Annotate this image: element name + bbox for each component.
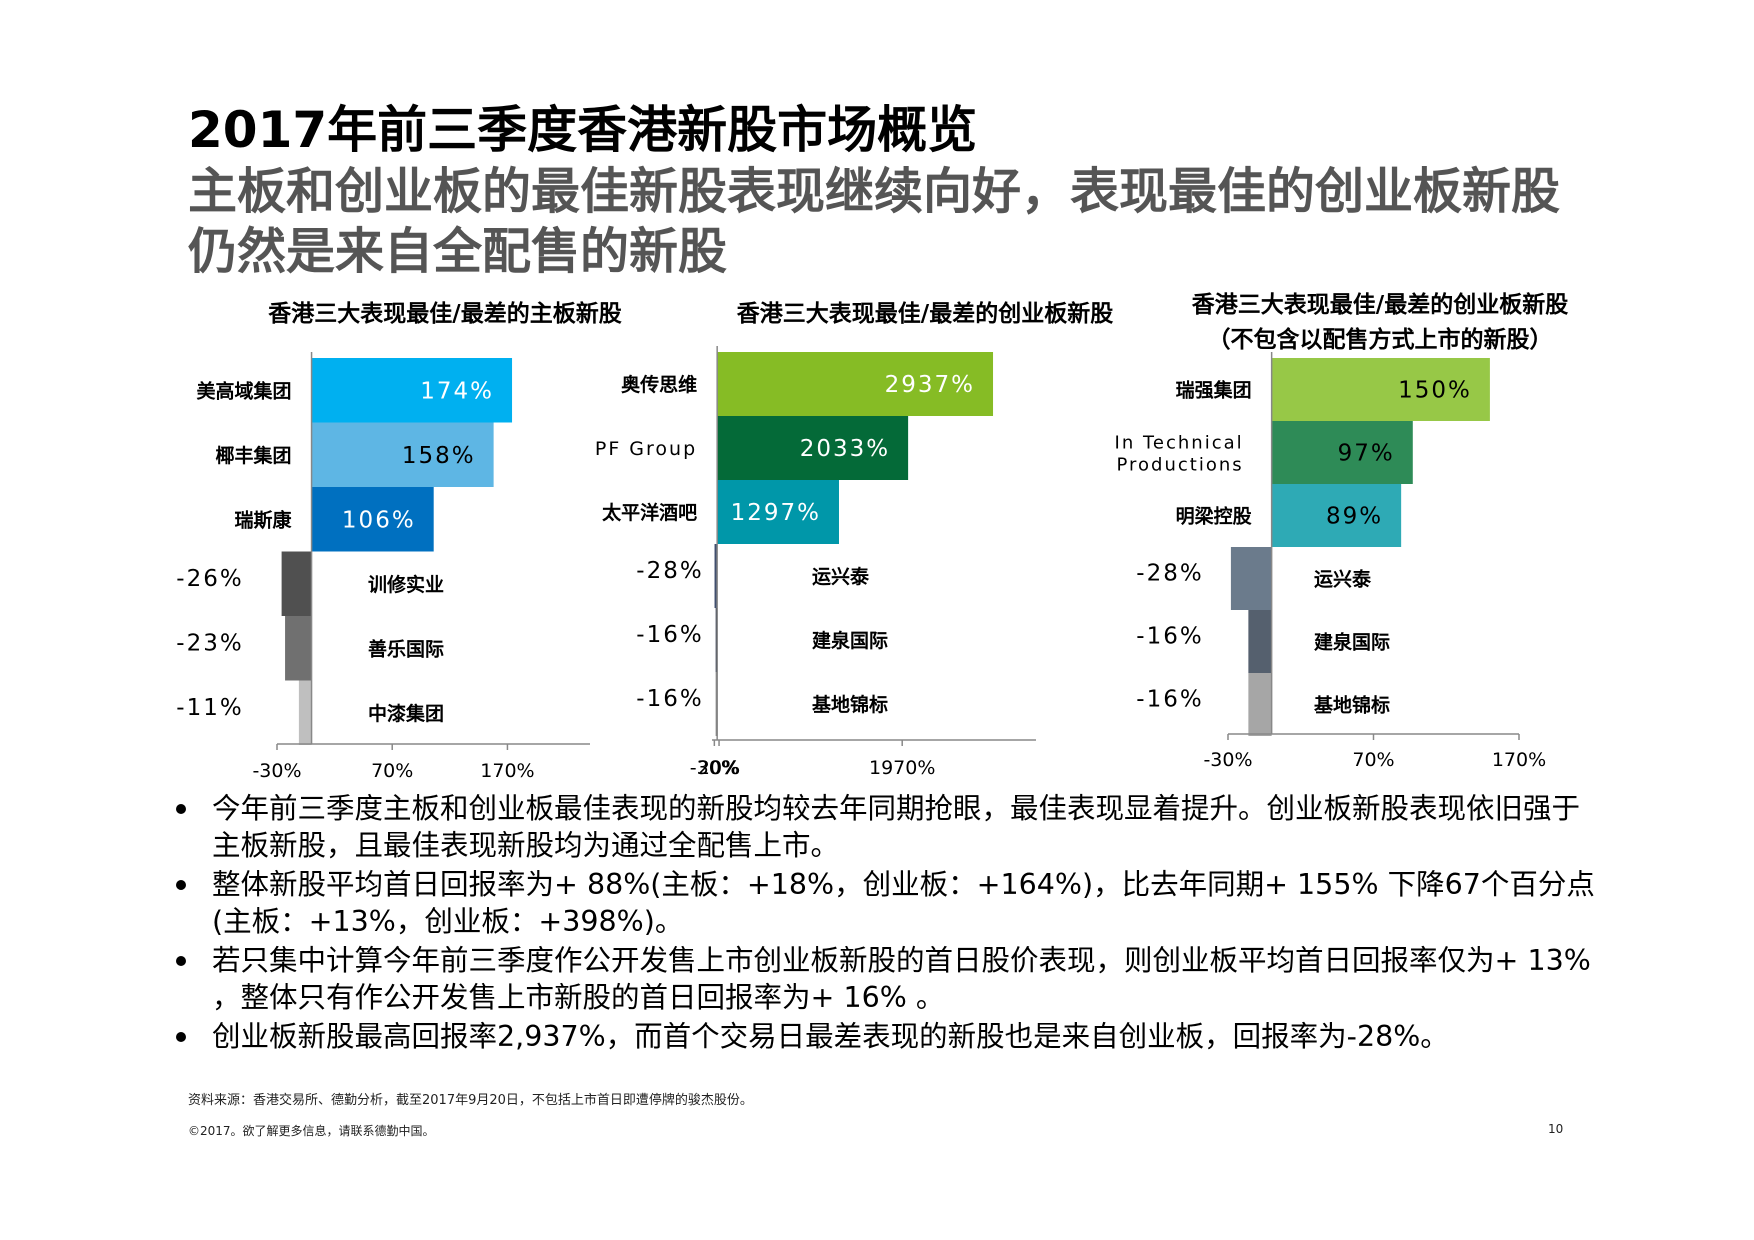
bar-5 — [1248, 610, 1272, 673]
chart-1-title: 香港三大表现最佳/最差的主板新股 — [268, 301, 622, 327]
value-label: -26% — [176, 566, 243, 592]
x-tick-label: 20% — [698, 757, 740, 779]
bar-3 — [1271, 484, 1402, 547]
value-label: 150% — [1398, 378, 1472, 404]
category-label: 训修实业 — [368, 573, 444, 596]
bar-4 — [714, 544, 718, 608]
value-label: -11% — [176, 695, 243, 721]
category-label: In Technical Productions — [1115, 433, 1244, 476]
bar-1 — [1271, 358, 1490, 421]
category-label: 运兴泰 — [812, 565, 870, 588]
chart-2-title: 香港三大表现最佳/最差的创业板新股 — [736, 301, 1114, 327]
chart-3-title: 香港三大表现最佳/最差的创业板新股 — [1191, 292, 1569, 318]
category-label: 瑞斯康 — [235, 508, 293, 531]
value-label: 174% — [420, 378, 494, 404]
x-tick-label: -30% — [690, 757, 739, 779]
bullet-text: 今年前三季度主板和创业板最佳表现的新股均较去年同期抢眼，最佳表现显着提升。创业板… — [212, 792, 1581, 862]
bar-2 — [311, 422, 494, 487]
value-label: -28% — [636, 558, 703, 584]
category-label: 善乐国际 — [368, 637, 444, 660]
bullet-item: 若只集中计算今年前三季度作公开发售上市创业板新股的首日股价表现，则创业板平均首日… — [176, 942, 1606, 1016]
category-label: 美高域集团 — [197, 379, 292, 402]
bar-1 — [717, 352, 994, 416]
bullet-text: 若只集中计算今年前三季度作公开发售上市创业板新股的首日股价表现，则创业板平均首日… — [212, 944, 1591, 1014]
value-label: -23% — [176, 630, 243, 656]
x-tick-label: -30% — [1203, 749, 1252, 771]
category-label: 奥传思维 — [621, 373, 697, 396]
value-label: 106% — [342, 507, 416, 533]
category-label: 瑞强集团 — [1176, 379, 1252, 402]
category-label: 建泉国际 — [1314, 631, 1390, 654]
value-label: 89% — [1326, 504, 1383, 530]
bullet-item: 整体新股平均首日回报率为+ 88%(主板：+18%，创业板：+164%)，比去年… — [176, 866, 1606, 940]
bullet-text: 整体新股平均首日回报率为+ 88%(主板：+18%，创业板：+164%)，比去年… — [212, 868, 1595, 938]
source-note: 资料来源：香港交易所、德勤分析，截至2017年9月20日，不包括上市首日即遭停牌… — [188, 1093, 753, 1108]
bullet-item: 今年前三季度主板和创业板最佳表现的新股均较去年同期抢眼，最佳表现显着提升。创业板… — [176, 790, 1606, 864]
category-label: PF Group — [595, 438, 697, 460]
value-label: -16% — [636, 622, 703, 648]
x-tick-label: 70% — [371, 760, 413, 782]
x-tick-label: -30% — [252, 760, 301, 782]
bar-4 — [281, 551, 312, 616]
bullet-dot-icon — [176, 1032, 186, 1042]
value-label: 97% — [1338, 441, 1395, 467]
bullet-text: 创业板新股最高回报率2,937%，而首个交易日最差表现的新股也是来自创业板，回报… — [212, 1020, 1449, 1053]
x-tick-label: 1970% — [869, 757, 935, 779]
bullet-dot-icon — [176, 804, 186, 814]
value-label: 2937% — [885, 372, 975, 398]
bar-3 — [311, 487, 434, 552]
category-label: 建泉国际 — [812, 629, 888, 652]
value-label: -16% — [636, 686, 703, 712]
value-label: 1297% — [731, 500, 821, 526]
category-label: 中漆集团 — [368, 702, 444, 725]
x-tick-label: 70% — [1352, 749, 1394, 771]
category-label: 基地锦标 — [1313, 694, 1390, 717]
bullet-dot-icon — [176, 956, 186, 966]
page-title: 2017年前三季度香港新股市场概览 — [188, 101, 978, 159]
category-label: 明梁控股 — [1176, 505, 1252, 528]
value-label: 2033% — [800, 436, 890, 462]
bar-2 — [717, 416, 909, 480]
category-label: 基地锦标 — [811, 693, 888, 716]
copyright: ©2017。欲了解更多信息，请联系德勤中国。 — [188, 1124, 435, 1138]
bullet-dot-icon — [176, 880, 186, 890]
category-label: 运兴泰 — [1314, 568, 1372, 591]
bullet-item: 创业板新股最高回报率2,937%，而首个交易日最差表现的新股也是来自创业板，回报… — [176, 1018, 1606, 1055]
bar-1 — [311, 358, 513, 423]
bar-2 — [1271, 421, 1413, 484]
bar-3 — [717, 480, 839, 544]
bar-6 — [298, 680, 312, 745]
bar-6 — [1248, 673, 1272, 736]
bar-4 — [1230, 547, 1272, 610]
category-label: 椰丰集团 — [216, 444, 292, 467]
bar-5 — [285, 616, 312, 681]
value-label: -16% — [1136, 687, 1203, 713]
value-label: -28% — [1136, 561, 1203, 587]
x-tick-label: 170% — [480, 760, 534, 782]
bullet-list: 今年前三季度主板和创业板最佳表现的新股均较去年同期抢眼，最佳表现显着提升。创业板… — [176, 790, 1606, 1057]
value-label: 158% — [402, 443, 476, 469]
category-label: 太平洋酒吧 — [602, 501, 697, 524]
value-label: -16% — [1136, 624, 1203, 650]
x-tick-label: 170% — [1492, 749, 1546, 771]
page-number: 10 — [1548, 1122, 1564, 1136]
page-subtitle: 主板和创业板的最佳新股表现继续向好，表现最佳的创业板新股仍然是来自全配售的新股 — [188, 163, 1561, 280]
chart-3-subtitle: （不包含以配售方式上市的新股） — [1207, 327, 1553, 353]
